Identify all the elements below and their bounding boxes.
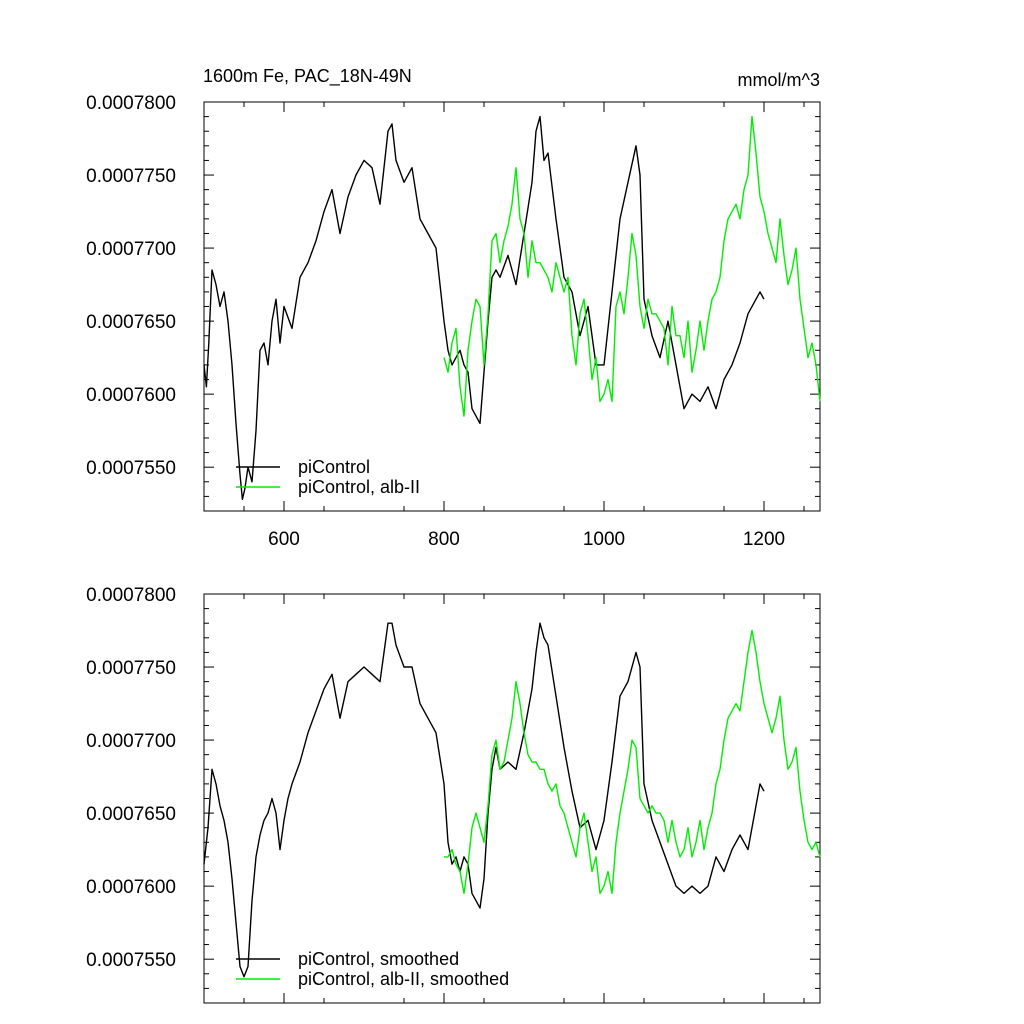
legend-label: piControl	[298, 457, 370, 477]
plot-panel-1: 600 800 1000 1200 0.0007550 0.0007600 0.000765…	[86, 93, 821, 550]
x-tick-label: 800	[428, 529, 460, 550]
y-tick-label: 0.0007700	[86, 731, 176, 752]
y-tick-label: 0.0007600	[86, 385, 176, 406]
series-line-picontrol-alb-ii	[443, 115, 821, 417]
x-tick-label: 600	[268, 529, 300, 550]
figure-title-left: 1600m Fe, PAC_18N-49N	[203, 66, 412, 86]
x-tick-label: 1000	[583, 529, 625, 550]
figure-units-label: mmol/m^3	[737, 70, 820, 90]
series-line-picontrol	[203, 622, 765, 978]
y-tick-label: 0.0007750	[86, 166, 176, 187]
y-tick-label: 0.0007800	[86, 93, 176, 114]
y-tick-label: 0.0007800	[86, 585, 176, 606]
y-tick-label: 0.0007650	[86, 312, 176, 333]
legend-label: piControl, alb-II, smoothed	[298, 969, 509, 989]
y-tick-label: 0.0007750	[86, 658, 176, 679]
series-line-picontrol-alb-ii	[444, 629, 821, 895]
plot-panel-2: 0.0007550 0.0007600 0.0007650 0.0007700 0.00…	[86, 585, 821, 1004]
y-tick-label: 0.0007550	[86, 950, 176, 971]
legend-label: piControl, smoothed	[298, 949, 459, 969]
x-tick-label: 1200	[743, 529, 785, 550]
y-tick-label: 0.0007550	[86, 458, 176, 479]
y-tick-label: 0.0007650	[86, 804, 176, 825]
y-tick-label: 0.0007700	[86, 239, 176, 260]
plot-frame	[203, 593, 821, 1004]
plot-frame	[203, 101, 821, 512]
y-tick-label: 0.0007600	[86, 877, 176, 898]
series-line-picontrol	[203, 115, 765, 500]
legend-label: piControl, alb-II	[298, 477, 420, 497]
